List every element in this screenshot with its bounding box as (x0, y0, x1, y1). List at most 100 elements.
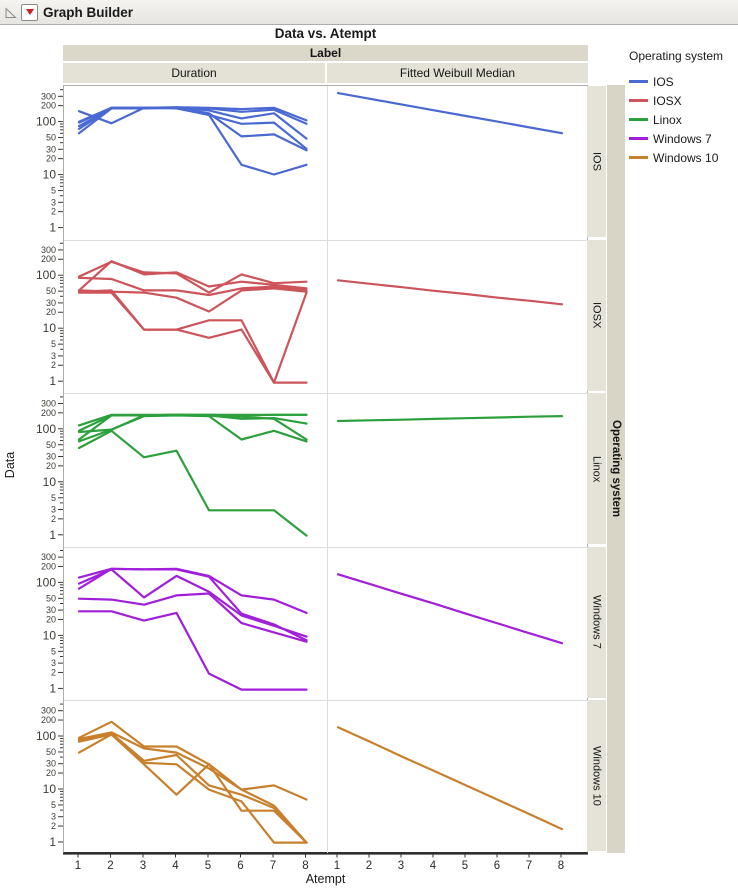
row-label-cell[interactable]: Linox (587, 393, 606, 545)
x-tick-label: 1 (334, 860, 340, 872)
row-label-cell[interactable]: IOSX (587, 239, 606, 391)
panel-ios-duration[interactable] (64, 86, 328, 241)
legend-item[interactable]: Windows 10 (629, 148, 735, 167)
y-tick-label: 300 (41, 399, 56, 409)
series-line[interactable] (77, 291, 308, 384)
plot-area[interactable] (63, 85, 589, 854)
column-header-fitted-weibull-median[interactable]: Fitted Weibull Median (327, 63, 588, 83)
legend-item[interactable]: IOS (629, 72, 735, 91)
panel-windows-7-duration[interactable] (64, 546, 328, 702)
y-tick-label: 300 (41, 706, 56, 716)
panel-linox-fitted[interactable] (328, 393, 589, 548)
y-tick-label: 2 (51, 667, 56, 677)
legend-title: Operating system (629, 49, 724, 63)
row-label-cell[interactable]: Windows 7 (587, 546, 606, 698)
red-triangle-icon (25, 9, 34, 15)
panel-windows-10-fitted[interactable] (328, 700, 589, 854)
series-line[interactable] (77, 568, 308, 638)
legend-swatch-line (629, 80, 648, 83)
x-tick-label: 7 (270, 860, 276, 872)
x-tick-label: 7 (526, 860, 532, 872)
legend-item-label: Windows 10 (653, 150, 719, 165)
y-tick-label: 50 (46, 747, 56, 757)
x-axis[interactable]: 1 2 3 4 5 6 7 8 1 2 3 4 5 6 7 8 (63, 853, 588, 873)
x-tick-label: 8 (302, 860, 308, 872)
series-line[interactable] (77, 429, 308, 537)
row-label-cell[interactable]: Windows 10 (587, 700, 606, 852)
column-group-header[interactable]: Label (63, 45, 588, 61)
row-label-cell[interactable]: IOS (587, 86, 606, 238)
panel-iosx-duration[interactable] (64, 239, 328, 395)
x-tick-label: 4 (430, 860, 437, 872)
series-line[interactable] (77, 592, 308, 643)
panel-iosx-fitted[interactable] (328, 240, 589, 395)
panel-windows-7-fitted[interactable] (328, 547, 589, 702)
disclosure-triangle-icon[interactable] (3, 5, 18, 20)
y-tick-label: 300 (41, 552, 56, 562)
y-tick-label: 100 (36, 422, 56, 436)
series-line[interactable] (77, 413, 308, 443)
panel-windows-10-duration[interactable] (64, 700, 328, 854)
legend-item-label: Windows 7 (653, 131, 712, 146)
y-tick-label: 10 (43, 628, 57, 642)
series-line[interactable] (77, 733, 308, 845)
legend-item-label: IOSX (653, 93, 682, 108)
y-tick-label: 1 (49, 221, 56, 235)
y-tick-label: 5 (51, 493, 56, 503)
y-tick-label: 3 (51, 351, 56, 361)
row-group-strip: Operating system (607, 85, 625, 853)
y-tick-label: 300 (41, 91, 56, 101)
fitted-line[interactable] (336, 572, 564, 645)
series-line[interactable] (77, 732, 308, 845)
series-line[interactable] (77, 259, 308, 292)
row-label: IOS (590, 152, 603, 172)
fitted-line[interactable] (336, 91, 564, 135)
y-tick-label: 100 (36, 575, 56, 589)
y-tick-label: 50 (46, 440, 56, 450)
window-titlebar: Graph Builder (0, 0, 738, 25)
legend-item[interactable]: Linox (629, 110, 735, 129)
y-tick-label: 5 (51, 646, 56, 656)
series-line[interactable] (77, 733, 308, 845)
y-tick-label: 2 (51, 360, 56, 370)
fitted-line[interactable] (336, 726, 564, 831)
series-line[interactable] (77, 721, 308, 801)
x-tick-label: 6 (237, 860, 243, 872)
series-line[interactable] (77, 567, 308, 642)
row-label: Linox (590, 455, 603, 482)
series-line[interactable] (77, 276, 308, 296)
panel-linox-duration[interactable] (64, 393, 328, 548)
y-tick-label: 10 (43, 321, 57, 335)
series-line[interactable] (77, 567, 308, 614)
y-tick-label: 3 (51, 812, 56, 822)
series-line[interactable] (77, 731, 308, 845)
legend-item[interactable]: IOSX (629, 91, 735, 110)
y-tick-label: 10 (43, 782, 57, 796)
column-header-duration[interactable]: Duration (63, 63, 325, 83)
panel-ios-fitted[interactable] (328, 86, 589, 241)
y-tick-label: 30 (46, 144, 56, 154)
y-tick-label: 5 (51, 339, 56, 349)
y-tick-label: 1 (49, 528, 56, 542)
y-tick-label: 200 (41, 715, 56, 725)
series-line[interactable] (77, 413, 308, 441)
fitted-line[interactable] (336, 415, 564, 423)
row-label: IOSX (590, 301, 603, 329)
series-line[interactable] (77, 609, 308, 691)
y-tick-label: 1 (49, 681, 56, 695)
row-label: Windows 10 (590, 745, 603, 806)
series-line[interactable] (77, 286, 308, 313)
legend-item[interactable]: Windows 7 (629, 129, 735, 148)
y-tick-label: 200 (41, 254, 56, 264)
y-tick-label: 100 (36, 729, 56, 743)
y-axis[interactable]: 3002001005030201053213002001005030201053… (34, 85, 63, 853)
y-tick-label: 10 (43, 168, 57, 182)
series-line[interactable] (77, 106, 308, 176)
x-tick-label: 2 (107, 860, 113, 872)
legend-swatch-line (629, 156, 648, 159)
red-triangle-menu-button[interactable] (21, 3, 38, 21)
x-tick-label: 1 (75, 860, 81, 872)
y-tick-label: 3 (51, 658, 56, 668)
y-axis-title: Data (3, 451, 17, 479)
fitted-line[interactable] (336, 278, 564, 305)
